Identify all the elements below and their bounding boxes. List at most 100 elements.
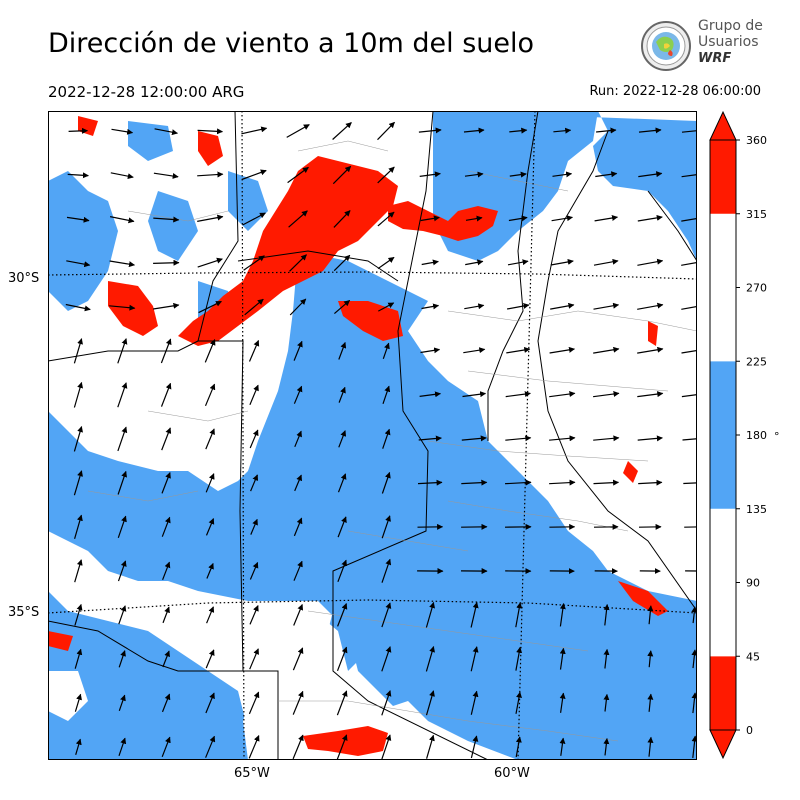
wind-arrow: [205, 649, 215, 669]
wind-arrow: [249, 561, 259, 580]
wind-arrow: [549, 435, 576, 442]
valid-time: 2022-12-28 12:00:00 ARG: [48, 83, 245, 101]
wind-arrow: [377, 121, 395, 141]
wind-arrow: [465, 215, 483, 222]
wind-arrow: [161, 472, 171, 494]
wind-arrow: [593, 346, 620, 354]
wind-arrow: [289, 298, 307, 316]
wind-arrow: [377, 166, 395, 184]
colorbar-tick-label: 270: [746, 282, 767, 295]
wind-arrow: [382, 385, 391, 404]
wind-vectors: [65, 121, 697, 760]
wind-arrow: [637, 302, 664, 310]
wind-arrow: [681, 173, 697, 178]
wind-arrow: [559, 692, 566, 713]
blue-wind-sector: [48, 111, 697, 760]
wind-arrow: [109, 304, 136, 311]
wind-arrow: [118, 694, 126, 711]
wind-arrow: [118, 737, 127, 756]
wind-arrow: [596, 127, 617, 134]
colorbar-ticks: 360 315 270 225 180 135 90 45 0: [736, 134, 767, 737]
wind-arrow: [559, 647, 566, 670]
wind-arrow: [111, 128, 134, 135]
wind-arrow: [381, 558, 392, 583]
wind-arrow: [248, 691, 260, 715]
colorbar-tick-label: 315: [746, 208, 767, 221]
wind-arrow: [74, 693, 82, 712]
wind-arrow: [647, 693, 654, 712]
wind-arrow: [420, 215, 440, 222]
wind-arrow: [553, 127, 572, 134]
wind-arrow: [162, 606, 170, 624]
wind-arrow: [337, 473, 347, 493]
wind-arrow: [161, 427, 172, 451]
wind-arrow: [294, 430, 302, 448]
wind-arrow: [293, 340, 303, 361]
wind-arrow: [66, 216, 90, 223]
wind-arrow: [117, 560, 127, 582]
wind-arrow: [66, 260, 91, 268]
wind-arrow: [336, 646, 348, 672]
wind-arrow: [249, 429, 259, 449]
wind-arrow: [381, 471, 391, 494]
lon-label-60w: 60°W: [494, 766, 530, 781]
wind-arrow: [551, 215, 573, 222]
logo-line-3: WRF: [698, 51, 732, 66]
wind-arrow: [691, 649, 697, 669]
wind-arrow: [197, 214, 224, 222]
wind-arrow: [470, 690, 479, 715]
wind-arrow: [647, 650, 654, 668]
wind-arrow: [637, 435, 663, 442]
colorbar-band-1: [710, 508, 736, 657]
wind-arrow: [109, 260, 135, 268]
wind-arrow: [333, 210, 351, 228]
wind-arrow: [691, 692, 697, 714]
wind-arrow: [292, 690, 304, 715]
wind-arrow: [65, 303, 91, 312]
wind-arrow: [153, 216, 180, 223]
colorbar-tick-label: 225: [746, 355, 767, 368]
white-wind-sector: [48, 601, 428, 760]
wind-arrow: [637, 346, 664, 354]
wind-arrow: [378, 302, 395, 312]
admin-borders: [48, 111, 697, 760]
logo-line-1: Grupo de: [698, 18, 763, 34]
wind-arrow: [336, 734, 348, 760]
wind-arrow: [289, 254, 307, 272]
wind-arrow: [293, 517, 303, 537]
wind-arrow: [508, 215, 528, 222]
wind-arrow: [381, 602, 392, 628]
wind-arrow: [464, 303, 485, 310]
wind-arrow: [204, 339, 216, 363]
wind-arrow: [462, 391, 487, 398]
wind-arrow: [382, 342, 390, 359]
wind-arrow: [549, 346, 575, 354]
colorbar-band-2: [710, 361, 736, 509]
wind-arrow: [206, 606, 215, 624]
wind-arrow: [603, 604, 610, 626]
wind-arrow: [241, 126, 268, 135]
red-wind-sector: [48, 116, 668, 756]
wind-arrow: [205, 473, 215, 493]
wind-arrow: [153, 302, 180, 310]
wind-arrow: [421, 303, 440, 310]
wind-arrow: [75, 738, 82, 755]
wind-arrow: [595, 171, 618, 178]
wind-arrow: [461, 479, 488, 486]
wind-arrow: [593, 302, 620, 310]
wrf-logo: Grupo de Usuarios WRF: [640, 18, 770, 74]
wind-arrow: [552, 171, 573, 178]
wind-arrow: [603, 648, 610, 669]
colorbar-tick-label: 90: [746, 577, 760, 590]
wind-arrow: [470, 735, 479, 759]
wind-arrow: [338, 430, 347, 448]
wind-arrow: [117, 470, 128, 495]
wind-arrow: [426, 734, 435, 759]
wind-arrow: [463, 347, 486, 354]
wind-arrow: [637, 391, 664, 398]
map-title: Dirección de viento a 10m del suelo: [48, 28, 535, 59]
wind-arrow: [161, 736, 171, 758]
wind-arrow: [74, 559, 83, 583]
wind-arrow: [161, 693, 171, 713]
wind-arrow: [593, 435, 620, 442]
